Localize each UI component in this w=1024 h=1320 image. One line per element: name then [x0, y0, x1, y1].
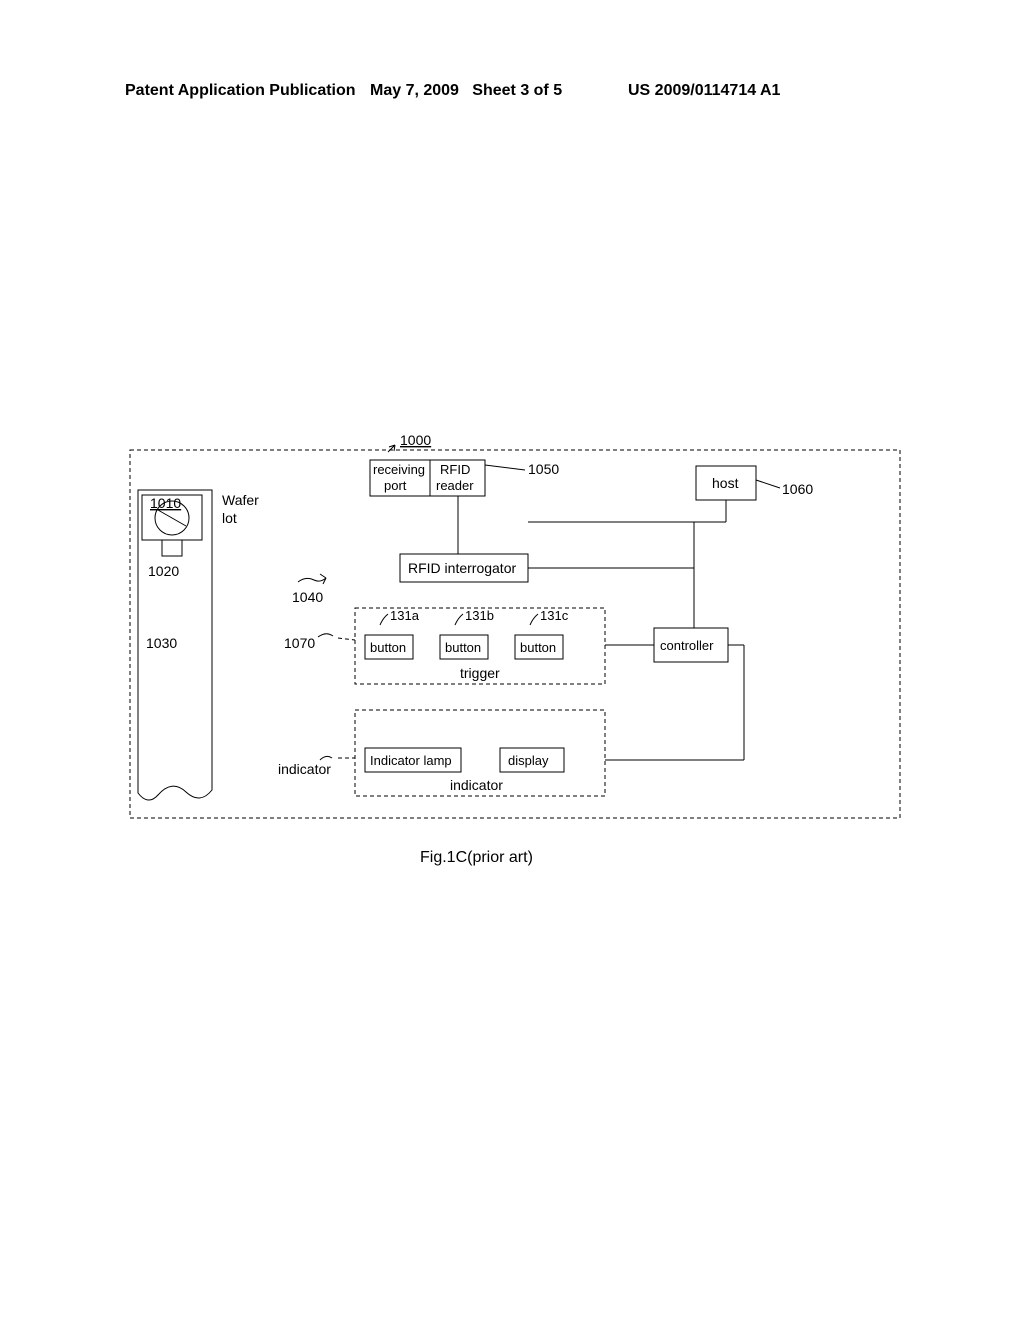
button-b-label: button: [445, 640, 481, 655]
diagram-svg: 1000 1010 Wafer lot 1020 1030 1040 recei: [0, 0, 1024, 1320]
rfid-reader-l1: RFID: [440, 462, 470, 477]
receiving-port-l1: receiving: [373, 462, 425, 477]
controller-label: controller: [660, 638, 714, 653]
indicator-left: indicator: [278, 756, 355, 777]
svg-text:indicator: indicator: [278, 761, 331, 777]
svg-text:1070: 1070: [284, 635, 315, 651]
ref-131b: 131b: [455, 608, 494, 625]
ref-1030-text: 1030: [146, 635, 177, 651]
ref-1000-text: 1000: [400, 432, 431, 448]
arrow-1040: [298, 574, 326, 584]
button-c-label: button: [520, 640, 556, 655]
wafer-label-1: Wafer: [222, 492, 259, 508]
ref-1060-text: 1060: [782, 481, 813, 497]
ref-1010-text: 1010: [150, 495, 181, 511]
ref-1050-text: 1050: [528, 461, 559, 477]
indicator-lamp-label: Indicator lamp: [370, 753, 452, 768]
figure-caption: Fig.1C(prior art): [420, 849, 533, 866]
wafer-label-2: lot: [222, 510, 237, 526]
indicator-group-label: indicator: [450, 777, 503, 793]
ref-1000: 1000: [388, 432, 431, 452]
button-a-label: button: [370, 640, 406, 655]
trigger-label: trigger: [460, 665, 500, 681]
page: Patent Application Publication May 7, 20…: [0, 0, 1024, 1320]
ref-131c: 131c: [530, 608, 569, 625]
ref-131a: 131a: [380, 608, 420, 625]
rfid-reader-l2: reader: [436, 478, 474, 493]
ref-1020-text: 1020: [148, 563, 179, 579]
svg-text:131b: 131b: [465, 608, 494, 623]
ref-1070: 1070: [284, 634, 355, 651]
ref-1040-text: 1040: [292, 589, 323, 605]
interrogator-label: RFID interrogator: [408, 560, 516, 576]
host-label: host: [712, 475, 739, 491]
svg-text:131c: 131c: [540, 608, 569, 623]
svg-text:131a: 131a: [390, 608, 420, 623]
receiving-port-l2: port: [384, 478, 407, 493]
display-label: display: [508, 753, 549, 768]
